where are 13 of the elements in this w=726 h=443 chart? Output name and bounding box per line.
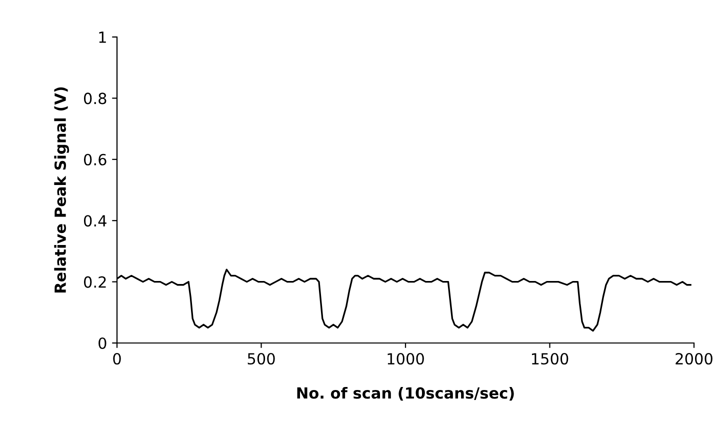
y-tick-label: 0	[98, 337, 106, 350]
y-axis-title: Relative Peak Signal (V)	[54, 87, 70, 293]
y-tick-label: 1	[99, 32, 106, 43]
y-tick-label: 0.4	[84, 215, 106, 227]
y-tick-label: 0.2	[84, 276, 106, 288]
x-tick-label: 1000	[388, 352, 424, 365]
x-tick-label: 0	[113, 352, 121, 365]
x-tick-label: 2000	[676, 352, 712, 365]
x-tick-label: 1500	[532, 352, 568, 365]
y-tick-label: 0.8	[84, 92, 106, 104]
x-tick-label: 500	[248, 352, 275, 365]
x-axis-title: No. of scan (10scans/sec)	[297, 386, 514, 401]
y-tick-label: 0.6	[84, 154, 106, 166]
